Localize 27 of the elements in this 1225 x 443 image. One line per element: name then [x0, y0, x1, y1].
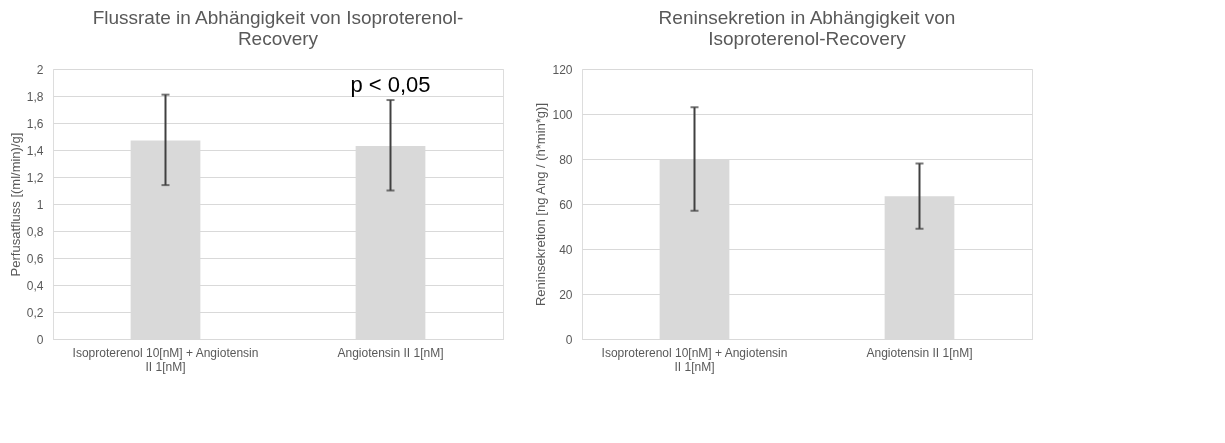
y-tick-label: 1,2 [26, 170, 44, 185]
x-tick-label: Isoproterenol 10[nM] + Angiotensin II 1[nM] [72, 345, 259, 374]
y-tick-label: 0,6 [26, 251, 44, 266]
y-tick-label: 80 [559, 152, 573, 167]
y-tick-label: 0,4 [26, 278, 44, 293]
x-tick-label: Isoproterenol 10[nM] + Angiotensin II 1[nM] [601, 345, 788, 374]
y-tick-label: 1,8 [26, 89, 44, 104]
y-axis-title: Perfusatfluss [(ml/min)/g] [7, 132, 23, 277]
y-tick-label: 20 [559, 287, 573, 302]
y-axis-title: Reninsekretion [ng Ang / (h*min*g)] [533, 102, 549, 307]
y-tick-label: 0 [36, 332, 44, 347]
y-tick-label: 1,4 [26, 143, 44, 158]
annotation: p < 0,05 [350, 72, 431, 97]
y-tick-label: 0,8 [26, 224, 44, 239]
y-tick-label: 120 [552, 62, 573, 77]
y-tick-label: 2 [36, 62, 44, 77]
chart-title: Flussrate in Abhängigkeit von Isoproterenol-Recovery [92, 7, 464, 49]
y-tick-label: 1 [36, 197, 44, 212]
x-tick-label: Angiotensin II 1[nM] [337, 345, 444, 360]
chart-title: Reninsekretion in Abhängigkeit von Isoproterenol-Recovery [658, 7, 956, 49]
y-tick-label: 0,2 [26, 305, 44, 320]
y-tick-label: 60 [559, 197, 573, 212]
y-tick-label: 1,6 [26, 116, 44, 131]
y-tick-label: 40 [559, 242, 573, 257]
x-tick-label: Angiotensin II 1[nM] [866, 345, 973, 360]
y-tick-label: 0 [565, 332, 573, 347]
y-tick-label: 100 [552, 107, 573, 122]
